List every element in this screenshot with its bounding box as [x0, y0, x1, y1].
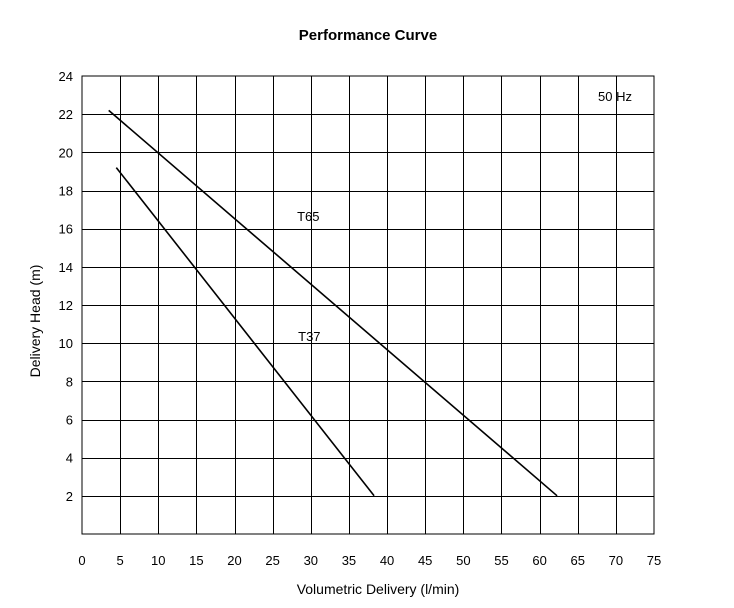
- series-label-t65: T65: [297, 209, 319, 224]
- x-tick-label: 45: [418, 553, 432, 568]
- series-line-t65: [108, 109, 558, 497]
- y-tick-label: 8: [66, 374, 73, 389]
- y-tick-label: 10: [59, 336, 73, 351]
- x-tick-label: 35: [342, 553, 356, 568]
- x-tick-label: 30: [304, 553, 318, 568]
- x-tick-label: 65: [570, 553, 584, 568]
- y-tick-label: 22: [59, 107, 73, 122]
- grid: [81, 75, 655, 535]
- y-tick-label: 16: [59, 222, 73, 237]
- y-axis-title: Delivery Head (m): [27, 265, 43, 378]
- chart-title: Performance Curve: [299, 27, 437, 44]
- y-tick-label: 24: [59, 69, 73, 84]
- y-tick-label: 2: [66, 489, 73, 504]
- x-tick-label: 0: [78, 553, 85, 568]
- series-lines: [108, 109, 558, 497]
- x-tick-label: 25: [265, 553, 279, 568]
- x-tick-label: 5: [117, 553, 124, 568]
- x-tick-label: 10: [151, 553, 165, 568]
- y-tick-label: 6: [66, 413, 73, 428]
- y-tick-label: 12: [59, 298, 73, 313]
- y-tick-label: 14: [59, 260, 73, 275]
- series-label-t37: T37: [298, 329, 320, 344]
- x-tick-label: 75: [647, 553, 661, 568]
- y-tick-label: 18: [59, 184, 73, 199]
- x-tick-label: 70: [609, 553, 623, 568]
- x-tick-label: 50: [456, 553, 470, 568]
- series-labels: T65 T37: [297, 209, 320, 344]
- x-tick-label: 40: [380, 553, 394, 568]
- x-axis-ticks: 0 5 10 15 20 25 30 35 40 45 50 55 60 65 70 75: [78, 553, 661, 568]
- x-tick-label: 55: [494, 553, 508, 568]
- x-axis-title: Volumetric Delivery (l/min): [297, 581, 460, 597]
- x-tick-label: 15: [189, 553, 203, 568]
- y-tick-label: 20: [59, 145, 73, 160]
- y-tick-label: 4: [66, 451, 73, 466]
- x-tick-label: 60: [532, 553, 546, 568]
- x-tick-label: 20: [227, 553, 241, 568]
- frequency-note: 50 Hz: [598, 89, 632, 104]
- series-line-t37: [115, 167, 375, 497]
